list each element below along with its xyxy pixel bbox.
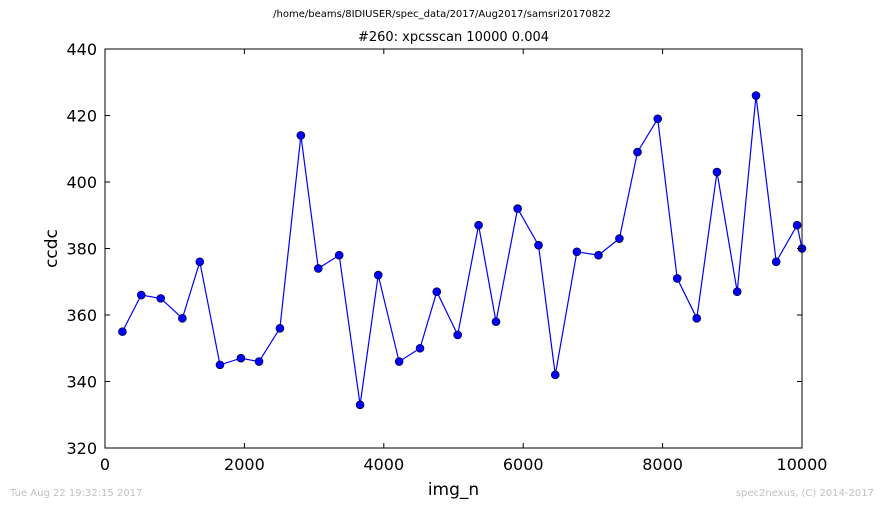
data-point <box>296 131 306 140</box>
data-point <box>615 234 624 243</box>
data-point <box>534 240 543 250</box>
figure-suptitle: /home/beams/8IDIUSER/spec_data/2017/Aug2… <box>273 9 611 20</box>
data-point <box>432 287 442 297</box>
x-tick-label: 4000 <box>363 455 404 474</box>
data-point <box>118 327 127 336</box>
x-tick-label: 8000 <box>642 455 683 474</box>
y-tick-label: 360 <box>66 306 97 325</box>
x-tick-label: 10000 <box>777 455 828 474</box>
y-tick-label: 420 <box>66 107 97 126</box>
credit-footer: spec2nexus, (C) 2014-2017 <box>735 488 874 499</box>
data-point <box>215 360 225 370</box>
x-tick-label: 6000 <box>503 455 544 474</box>
plot-frame <box>104 48 803 449</box>
data-point <box>156 294 166 303</box>
data-point <box>491 317 501 326</box>
data-point <box>672 274 682 283</box>
x-tick-label: 2000 <box>224 455 265 474</box>
data-point <box>275 323 285 333</box>
data-point <box>394 357 404 366</box>
timestamp-footer: Tue Aug 22 19:32:15 2017 <box>10 488 143 499</box>
data-point <box>254 357 264 366</box>
y-axis-label: ccdc <box>42 229 62 268</box>
data-point <box>572 247 582 257</box>
x-axis-label: img_n <box>428 480 479 500</box>
y-tick-label: 320 <box>66 439 97 458</box>
data-point <box>236 353 246 363</box>
data-point <box>136 290 146 300</box>
data-point <box>712 167 722 177</box>
chart-title: #260: xpcsscan 10000 0.004 <box>357 30 550 45</box>
data-point <box>453 330 462 340</box>
y-tick-label: 400 <box>66 173 97 192</box>
data-point <box>178 314 187 323</box>
data-point <box>355 400 365 410</box>
data-point <box>313 264 323 273</box>
data-point <box>692 314 702 323</box>
data-point <box>771 257 781 267</box>
x-tick-label: 0 <box>100 455 110 474</box>
data-point <box>415 343 425 353</box>
data-point <box>513 204 522 213</box>
y-tick-label: 440 <box>66 40 97 59</box>
data-point <box>792 220 802 230</box>
data-point <box>633 147 642 157</box>
data-point <box>474 220 483 230</box>
y-tick-label: 380 <box>66 240 97 259</box>
data-point <box>373 270 383 280</box>
plot-area <box>105 49 802 448</box>
data-point <box>732 287 742 297</box>
data-point <box>334 250 344 260</box>
y-tick-label: 340 <box>66 373 97 392</box>
series-layer <box>118 91 807 410</box>
data-point <box>550 370 560 380</box>
data-point <box>195 257 205 267</box>
data-point <box>594 250 603 260</box>
ticks-layer: 0 2000 4000 6000 8000 10000 320 340 360 380 400 420… <box>66 40 827 474</box>
data-point <box>653 114 663 124</box>
data-point <box>751 91 761 100</box>
